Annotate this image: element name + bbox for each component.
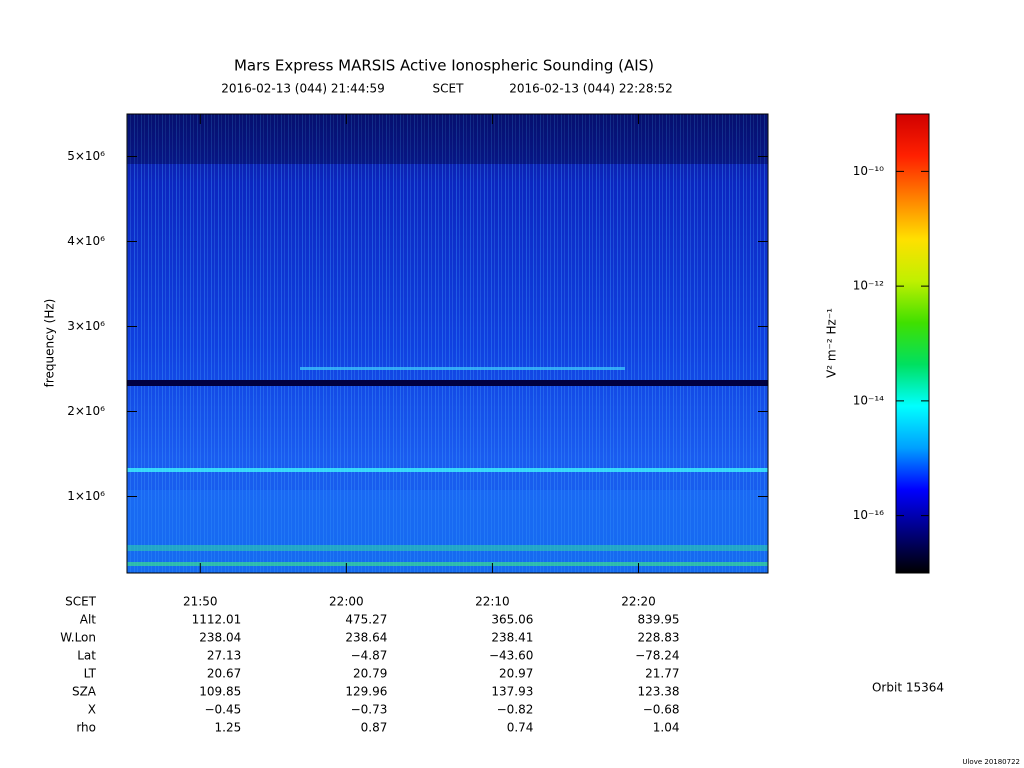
ephemeris-value: 475.27	[345, 613, 387, 627]
y-axis-label: frequency (Hz)	[43, 299, 57, 388]
ephemeris-value: 123.38	[637, 685, 679, 699]
ephemeris-value: 839.95	[637, 613, 679, 627]
plot-frame	[126, 113, 769, 574]
ephemeris-row-label: Lat	[77, 649, 96, 663]
ephemeris-value: 365.06	[491, 613, 533, 627]
colorbar-tick-label: 10⁻¹²	[853, 279, 884, 293]
ephemeris-value: −78.24	[635, 649, 679, 663]
ephemeris-value: 129.96	[345, 685, 387, 699]
y-tick-label: 5×10⁶	[67, 149, 105, 163]
orbit-label: Orbit 15364	[872, 681, 944, 695]
end-time: 2016-02-13 (044) 22:28:52	[509, 82, 673, 96]
y-tick-label: 1×10⁶	[67, 489, 105, 503]
colorbar	[895, 113, 930, 574]
ephemeris-value: 238.04	[199, 631, 241, 645]
x-tick-label: 22:00	[329, 595, 364, 609]
ephemeris-row-label: W.Lon	[60, 631, 96, 645]
ephemeris-value: 0.74	[507, 721, 534, 735]
chart-title: Mars Express MARSIS Active Ionospheric S…	[234, 57, 654, 75]
ephemeris-value: 238.41	[491, 631, 533, 645]
y-tick-label: 4×10⁶	[67, 234, 105, 248]
ephemeris-value: 27.13	[207, 649, 241, 663]
ephemeris-value: 238.64	[345, 631, 387, 645]
ephemeris-value: 20.97	[499, 667, 533, 681]
ephemeris-value: 109.85	[199, 685, 241, 699]
y-tick-label: 3×10⁶	[67, 319, 105, 333]
ephemeris-value: 137.93	[491, 685, 533, 699]
ephemeris-value: 0.87	[361, 721, 388, 735]
ephemeris-row-label: SZA	[72, 685, 97, 699]
colorbar-tick-label: 10⁻¹⁶	[853, 508, 884, 522]
y-tick-label: 2×10⁶	[67, 404, 105, 418]
ephemeris-value: 21.77	[645, 667, 679, 681]
ephemeris-value: 20.67	[207, 667, 241, 681]
ephemeris-value: −0.68	[643, 703, 680, 717]
ephemeris-row-label: Alt	[80, 613, 97, 627]
time-label: SCET	[433, 82, 465, 96]
ephemeris-value: −4.87	[351, 649, 388, 663]
ephemeris-row-label: X	[88, 703, 96, 717]
start-time: 2016-02-13 (044) 21:44:59	[221, 82, 385, 96]
ephemeris-value: −0.82	[497, 703, 534, 717]
spectrogram-image	[127, 114, 768, 573]
ephemeris-value: 1112.01	[192, 613, 242, 627]
x-tick-label: 22:20	[621, 595, 656, 609]
ephemeris-x-label: SCET	[65, 595, 97, 609]
ephemeris-value: 228.83	[637, 631, 679, 645]
ephemeris-value: 20.79	[353, 667, 387, 681]
ephemeris-row-label: rho	[76, 721, 96, 735]
ephemeris-row-label: LT	[84, 667, 97, 681]
colorbar-label: V² m⁻² Hz⁻¹	[825, 308, 839, 378]
credit: Ulove 20180722	[962, 758, 1020, 766]
ephemeris-value: −43.60	[489, 649, 533, 663]
x-tick-label: 21:50	[183, 595, 218, 609]
ephemeris-value: −0.45	[204, 703, 241, 717]
colorbar-tick-label: 10⁻¹⁰	[853, 164, 884, 178]
colorbar-tick-label: 10⁻¹⁴	[853, 393, 884, 407]
ephemeris-value: −0.73	[351, 703, 388, 717]
ephemeris-value: 1.25	[215, 721, 242, 735]
ephemeris-value: 1.04	[653, 721, 680, 735]
x-tick-label: 22:10	[475, 595, 510, 609]
